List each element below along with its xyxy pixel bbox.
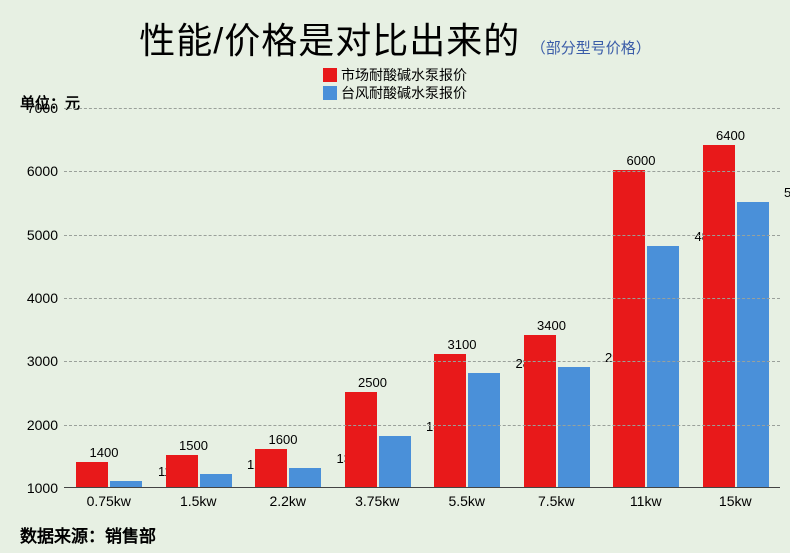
x-tick-label: 15kw: [691, 487, 781, 509]
chart-area: 140011000.75kw150012001.5kw160013002.2kw…: [20, 108, 780, 508]
bar-value-a: 1500: [169, 438, 219, 453]
x-tick-label: 3.75kw: [333, 487, 423, 509]
legend: 市场耐酸碱水泵报价 台风耐酸碱水泵报价: [0, 66, 790, 102]
bar-value-a: 3100: [437, 337, 487, 352]
bar-series-a: 3100: [434, 354, 466, 487]
gridline: [64, 361, 780, 362]
bar-series-b: 5500: [737, 202, 769, 487]
gridline: [64, 298, 780, 299]
y-tick-label: 2000: [8, 417, 58, 433]
bar-value-a: 6000: [616, 153, 666, 168]
chart-title-row: 性能/价格是对比出来的 （部分型号价格）: [0, 0, 790, 64]
bar-series-b: 1300: [289, 468, 321, 487]
bar-series-b: 4800: [647, 246, 679, 487]
legend-label-a: 市场耐酸碱水泵报价: [341, 67, 467, 83]
bar-series-a: 2500: [345, 392, 377, 487]
bar-series-a: 6400: [703, 145, 735, 487]
bar-value-a: 1600: [258, 432, 308, 447]
bar-value-b: 5500: [774, 185, 790, 200]
bar-series-a: 1600: [255, 449, 287, 487]
bar-series-a: 6000: [613, 170, 645, 487]
bar-series-a: 1400: [76, 462, 108, 487]
legend-swatch-a: [323, 68, 337, 82]
bar-series-b: 2800: [468, 373, 500, 487]
y-tick-label: 5000: [8, 227, 58, 243]
gridline: [64, 235, 780, 236]
x-tick-label: 1.5kw: [154, 487, 244, 509]
chart-subtitle: （部分型号价格）: [531, 40, 651, 57]
legend-label-b: 台风耐酸碱水泵报价: [341, 85, 467, 101]
bar-series-a: 1500: [166, 455, 198, 487]
y-tick-label: 4000: [8, 290, 58, 306]
bar-value-a: 3400: [527, 318, 577, 333]
y-tick-label: 3000: [8, 353, 58, 369]
y-tick-label: 6000: [8, 163, 58, 179]
x-tick-label: 5.5kw: [422, 487, 512, 509]
x-tick-label: 11kw: [601, 487, 691, 509]
bar-value-a: 1400: [79, 445, 129, 460]
x-tick-label: 0.75kw: [64, 487, 154, 509]
y-tick-label: 7000: [8, 100, 58, 116]
bar-value-a: 6400: [706, 128, 756, 143]
chart-title: 性能/价格是对比出来的: [139, 20, 520, 61]
bar-series-b: 2900: [558, 367, 590, 487]
gridline: [64, 108, 780, 109]
x-tick-label: 2.2kw: [243, 487, 333, 509]
y-tick-label: 1000: [8, 480, 58, 496]
bar-series-a: 3400: [524, 335, 556, 487]
bar-series-b: 1200: [200, 474, 232, 487]
gridline: [64, 425, 780, 426]
bar-series-b: 1800: [379, 436, 411, 487]
gridline: [64, 171, 780, 172]
legend-swatch-b: [323, 86, 337, 100]
x-tick-label: 7.5kw: [512, 487, 602, 509]
bar-value-a: 2500: [348, 375, 398, 390]
data-source: 数据来源：销售部: [20, 522, 156, 547]
